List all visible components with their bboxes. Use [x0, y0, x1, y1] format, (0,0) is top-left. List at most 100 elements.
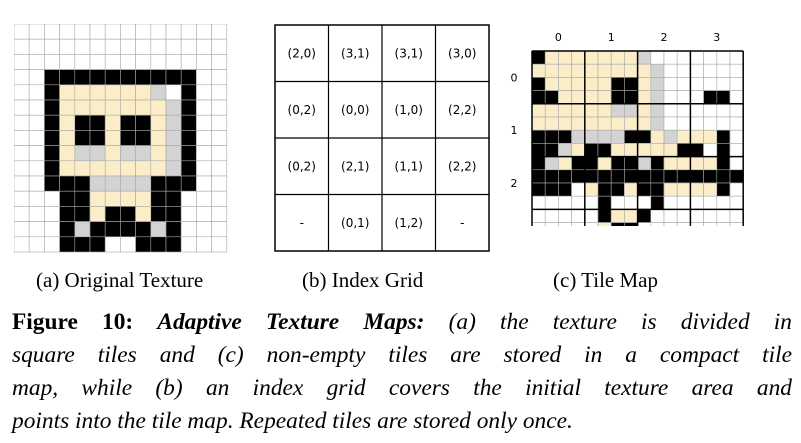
tile-map-pixel: [650, 156, 665, 171]
tile-map-pixel: [558, 209, 572, 223]
tile-map-pixel: [663, 116, 678, 131]
texture-pixel: [196, 221, 212, 238]
texture-pixel: [28, 160, 45, 177]
tile-map-pixel: [716, 195, 731, 210]
texture-pixel: [120, 236, 136, 253]
tile-map-column-label: 0: [555, 31, 562, 44]
tile-map-pixel: [637, 195, 652, 210]
caption-tile-map: (c) Tile Map: [553, 268, 658, 292]
tile-map-pixel: [624, 129, 638, 144]
tile-map-pixel: [716, 63, 731, 78]
texture-pixel: [59, 84, 76, 101]
tile-map-pixel: [597, 195, 612, 210]
texture-pixel: [211, 206, 228, 222]
tile-map-pixel: [544, 103, 559, 118]
tile-map-pixel: [558, 90, 572, 105]
tile-map-pixel: [571, 116, 586, 131]
tile-map-pixel: [703, 222, 718, 226]
tile-map-pixel: [637, 169, 652, 184]
tile-map-pixel: [690, 156, 704, 171]
texture-pixel: [89, 69, 106, 86]
tile-map-pixel: [571, 195, 586, 210]
texture-pixel: [120, 206, 136, 222]
texture-pixel: [104, 175, 121, 192]
texture-pixel: [180, 130, 197, 146]
texture-pixel: [135, 38, 152, 55]
tile-map-pixel: [676, 182, 691, 197]
texture-pixel: [211, 160, 228, 177]
tile-map-pixel: [716, 90, 731, 105]
texture-pixel: [180, 38, 197, 55]
tile-map-pixel: [637, 90, 652, 105]
tile-map-pixel: [690, 116, 704, 131]
texture-pixel: [165, 38, 182, 55]
texture-pixel: [28, 69, 45, 86]
texture-pixel: [44, 114, 60, 131]
tile-map-pixel: [676, 222, 691, 226]
texture-pixel: [14, 160, 30, 177]
texture-pixel: [165, 221, 182, 238]
texture-pixel: [165, 130, 182, 146]
texture-pixel: [135, 54, 152, 70]
tile-map-pixel: [663, 63, 678, 78]
tile-map-pixel: [584, 116, 599, 131]
texture-pixel: [74, 130, 91, 146]
tile-map-pixel: [729, 222, 744, 226]
tile-map-pixel: [610, 195, 625, 210]
tile-map-pixel: [544, 143, 559, 157]
tile-map-pixel: [610, 77, 625, 91]
tile-map-pixel: [716, 222, 731, 226]
tile-map-pixel: [637, 182, 652, 197]
tile-map-pixel: [571, 63, 586, 78]
tile-map-pixel: [663, 129, 678, 144]
index-grid-cell: (2,2): [448, 103, 476, 117]
texture-pixel: [150, 160, 167, 177]
figure-caption-line-1: Figure 10: Adaptive Texture Maps: (a) th…: [12, 306, 792, 339]
tile-map-pixel: [610, 222, 625, 226]
tile-map-pixel: [558, 195, 572, 210]
texture-pixel: [28, 206, 45, 222]
texture-pixel: [59, 175, 76, 192]
figure-caption-text: (a) the texture is divided in: [448, 309, 792, 335]
texture-pixel: [74, 24, 91, 40]
tile-map-pixel: [676, 143, 691, 157]
tile-map-pixel: [624, 63, 638, 78]
tile-map-pixel: [531, 169, 546, 184]
texture-pixel: [28, 145, 45, 162]
texture-pixel: [104, 221, 121, 238]
tile-map-pixel: [676, 195, 691, 210]
tile-map-pixel: [544, 63, 559, 78]
texture-pixel: [14, 130, 30, 146]
texture-pixel: [150, 130, 167, 146]
texture-pixel: [120, 24, 136, 40]
texture-pixel: [135, 221, 152, 238]
tile-map-pixel: [544, 77, 559, 91]
texture-pixel: [59, 24, 76, 40]
tile-map-row-label: 1: [511, 124, 518, 137]
tile-map-pixel: [610, 129, 625, 144]
tile-map-pixel: [650, 222, 665, 226]
tile-map-pixel: [663, 77, 678, 91]
index-grid-cell: (0,1): [341, 216, 369, 230]
tile-map-pixel: [690, 90, 704, 105]
texture-pixel: [150, 221, 167, 238]
index-grid-cell: (1,1): [395, 159, 423, 173]
tile-map-pixel: [531, 103, 546, 118]
texture-pixel: [14, 54, 30, 70]
texture-pixel: [196, 84, 212, 101]
texture-pixel: [28, 114, 45, 131]
index-grid-cell: (3,0): [448, 46, 476, 60]
tile-map-pixel: [676, 90, 691, 105]
texture-pixel: [104, 99, 121, 116]
tile-map-pixel: [663, 182, 678, 197]
texture-pixel: [165, 69, 182, 86]
texture-pixel: [89, 221, 106, 238]
texture-pixel: [196, 175, 212, 192]
tile-map-pixel: [571, 182, 586, 197]
tile-map-pixel: [544, 195, 559, 210]
texture-pixel: [44, 84, 60, 101]
texture-pixel: [150, 190, 167, 207]
texture-pixel: [14, 175, 30, 192]
tile-map-pixel: [544, 50, 559, 65]
texture-pixel: [165, 84, 182, 101]
